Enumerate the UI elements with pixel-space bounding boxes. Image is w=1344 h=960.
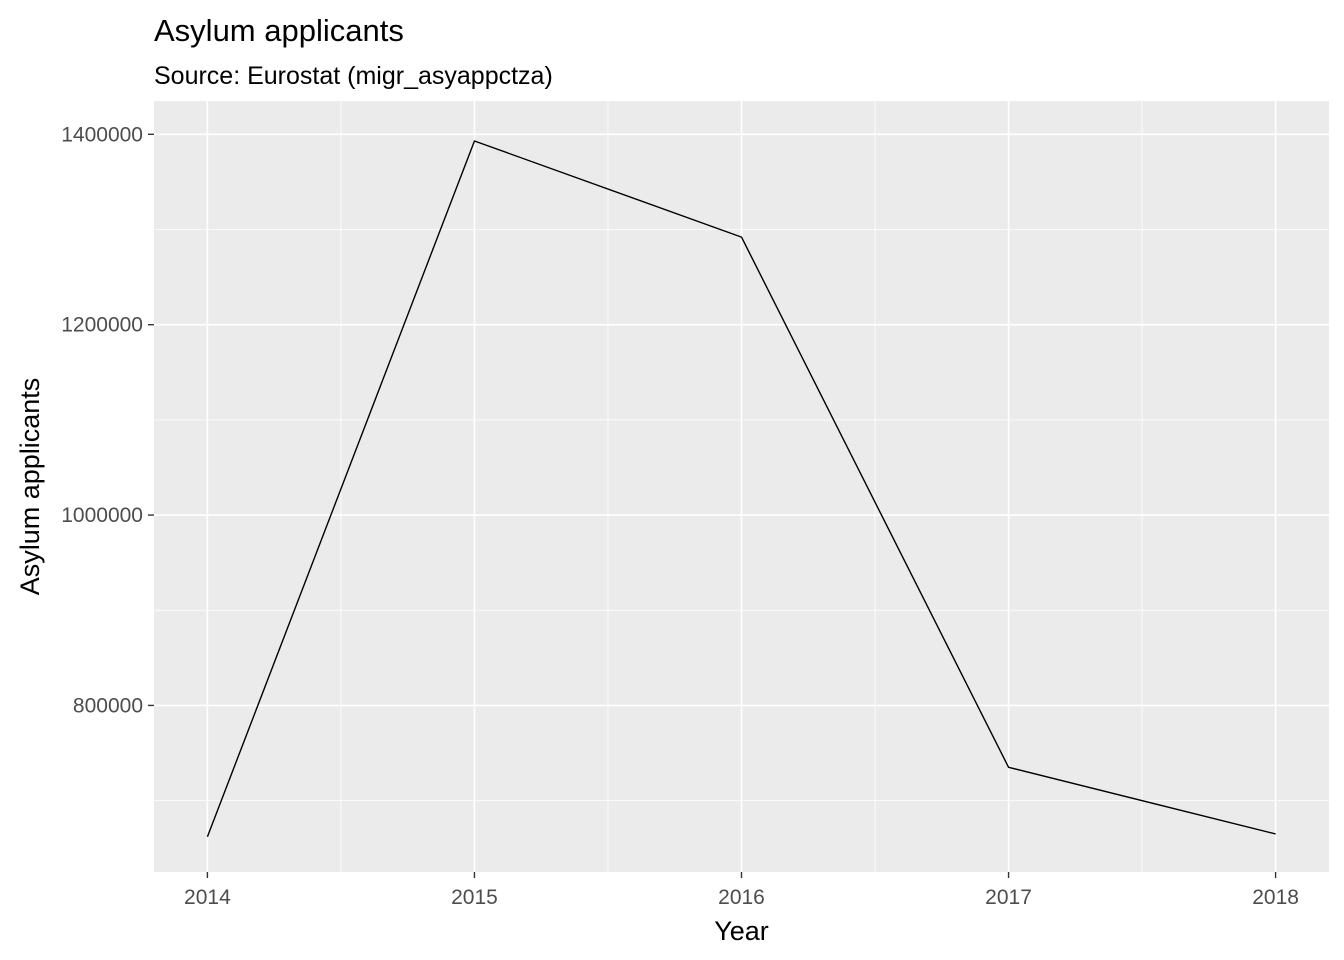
x-axis-title: Year [714, 916, 769, 946]
x-tick-label: 2016 [718, 886, 765, 909]
x-axis: 2014 2015 2016 2017 2018 [184, 872, 1299, 909]
chart-title: Asylum applicants [154, 13, 404, 48]
x-tick-label: 2018 [1252, 886, 1299, 909]
y-tick-label: 800000 [73, 694, 143, 717]
y-tick-label: 1200000 [61, 314, 143, 337]
y-axis-title: Asylum applicants [15, 378, 45, 596]
y-axis: 800000 1000000 1200000 1400000 [61, 123, 154, 717]
y-tick-label: 1400000 [61, 123, 143, 146]
x-tick-label: 2015 [451, 886, 498, 909]
series-line [206, 140, 1276, 838]
x-tick-label: 2017 [985, 886, 1032, 909]
chart-subtitle: Source: Eurostat (migr_asyappctza) [154, 62, 553, 90]
x-tick-label: 2014 [184, 886, 231, 909]
y-tick-label: 1000000 [61, 504, 143, 527]
series-layer [206, 140, 1276, 838]
major-grid [154, 101, 1329, 872]
